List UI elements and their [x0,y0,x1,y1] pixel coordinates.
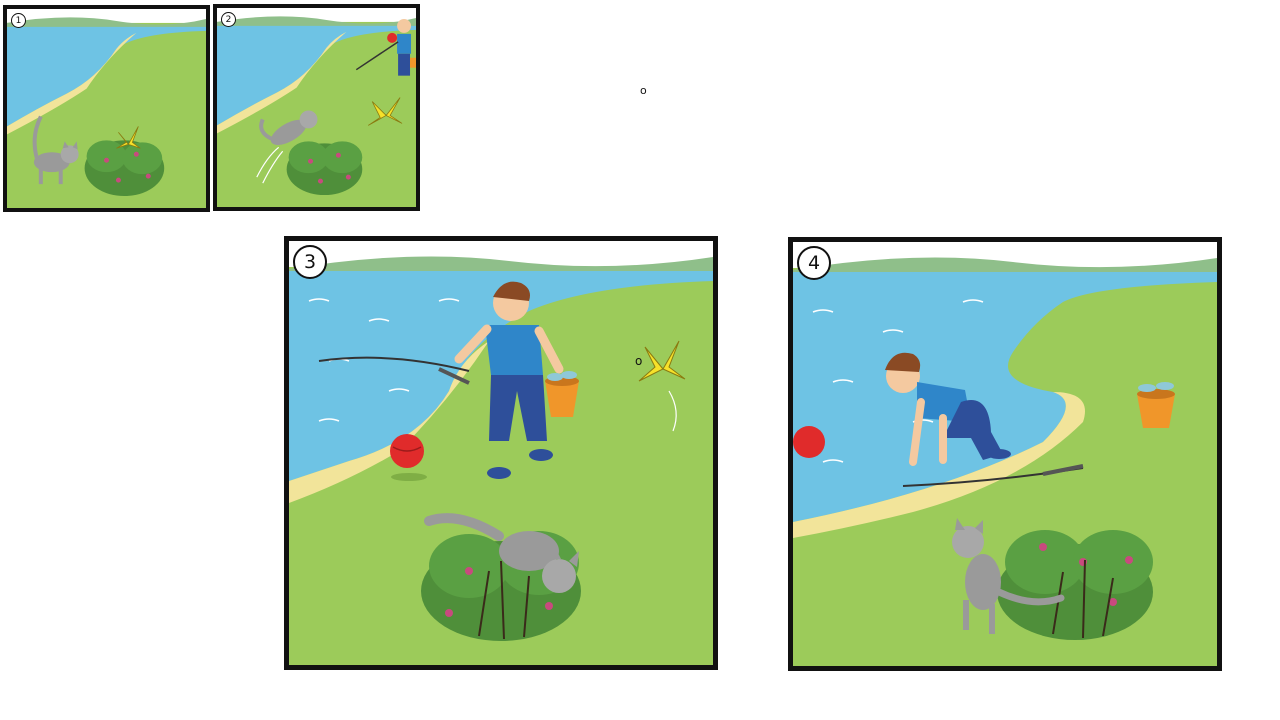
lake [793,272,1217,522]
butterfly [368,97,403,126]
boy-with-fishing-rod [355,18,416,76]
bush [997,530,1153,640]
comic-panel-2: 2 [213,4,420,211]
red-ball [793,426,825,458]
comic-panel-3: 3 o [284,236,718,670]
sand-shore [289,341,489,503]
lake [217,25,416,126]
panel-number-badge: 3 [293,245,327,279]
panel-3-scene [289,241,713,665]
boy-kneeling [885,352,1011,466]
panel-number-badge: 2 [221,12,236,27]
fishing-rod-on-ground [902,464,1084,487]
wave-lines [812,299,984,463]
lake [289,271,713,481]
cat-tangled [424,513,579,593]
bush [286,141,363,196]
butterfly [116,126,141,149]
panel-4-scene [793,242,1217,666]
comic-panel-1: 1 [3,5,210,212]
stray-mark: o [635,354,643,368]
panel-number-badge: 4 [797,246,831,280]
lake [7,26,206,127]
red-ball [390,434,427,481]
fishing-rod [318,356,470,385]
cat-standing [952,518,1065,634]
sand-shore [217,31,347,134]
cat-leaping [256,110,318,184]
bucket-with-fish [545,371,579,417]
panel-number-badge: 1 [11,13,26,28]
sand-shore [7,32,137,135]
butterfly [638,340,686,432]
bucket-with-fish [1137,382,1175,428]
bush [84,140,165,197]
boy-running [454,281,564,479]
cat [32,115,79,185]
sand-shore [793,392,1085,538]
panel-1-scene [7,9,206,208]
stray-mark: o [640,84,647,97]
panel-2-scene [217,8,416,207]
comic-panel-4: 4 [788,237,1222,671]
